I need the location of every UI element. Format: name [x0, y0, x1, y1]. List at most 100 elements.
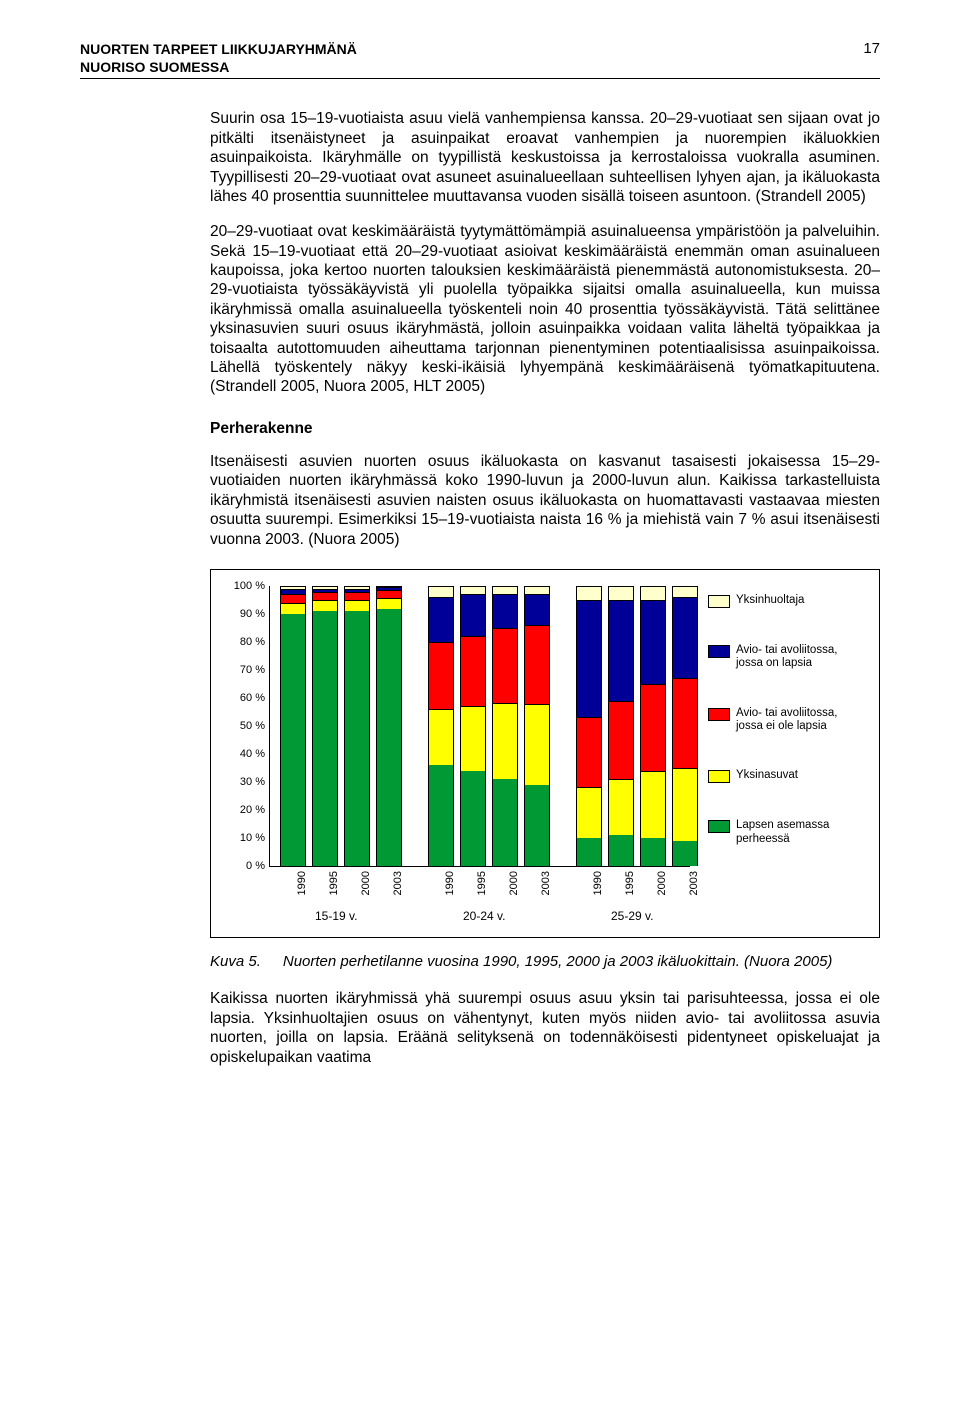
y-tick: 40 %: [240, 748, 265, 760]
plot-area: [269, 586, 690, 867]
bar-segment: [608, 835, 634, 866]
legend-swatch: [708, 645, 730, 658]
bar-segment: [280, 603, 306, 614]
bar: [428, 586, 454, 866]
page-number: 17: [863, 40, 880, 57]
bar-segment: [376, 598, 402, 609]
group-label: 25-29 v.: [611, 909, 653, 923]
x-tick: 2000: [656, 871, 668, 895]
y-tick: 90 %: [240, 608, 265, 620]
bar-segment: [672, 678, 698, 768]
bar-segment: [492, 703, 518, 779]
x-tick: 1995: [328, 871, 340, 895]
x-tick: 2003: [392, 871, 404, 895]
bar-segment: [428, 765, 454, 866]
x-axis-labels: 199019952000200315-19 v.1990199520002003…: [269, 867, 689, 927]
bar-segment: [640, 600, 666, 684]
bar: [344, 586, 370, 866]
page-header: 17 NUORTEN TARPEET LIIKKUJARYHMÄNÄ NUORI…: [80, 40, 880, 79]
bar-segment: [524, 594, 550, 625]
bar-segment: [492, 594, 518, 628]
bar-segment: [640, 586, 666, 600]
bar-segment: [608, 600, 634, 701]
group-label: 15-19 v.: [315, 909, 357, 923]
y-tick: 0 %: [246, 860, 265, 872]
legend-label: Avio- tai avoliitossa, jossa on lapsia: [736, 644, 858, 670]
legend-swatch: [708, 820, 730, 833]
paragraph-4: Kaikissa nuorten ikäryhmissä yhä suuremp…: [210, 989, 880, 1067]
legend-swatch: [708, 708, 730, 721]
bar-segment: [608, 586, 634, 600]
bar-segment: [312, 592, 338, 600]
legend-item: Avio- tai avoliitossa, jossa on lapsia: [708, 644, 858, 670]
legend-swatch: [708, 770, 730, 783]
bar-segment: [524, 704, 550, 785]
bar-segment: [376, 590, 402, 598]
bar-segment: [344, 600, 370, 611]
x-tick: 1990: [592, 871, 604, 895]
x-tick: 1995: [624, 871, 636, 895]
bar-segment: [524, 785, 550, 866]
bar-segment: [672, 597, 698, 678]
bar: [492, 586, 518, 866]
bar-segment: [640, 684, 666, 771]
bar-segment: [428, 709, 454, 765]
bar: [640, 586, 666, 866]
bar: [280, 586, 306, 866]
header-line-1: NUORTEN TARPEET LIIKKUJARYHMÄNÄ: [80, 40, 880, 58]
legend: Yksinhuoltaja Avio- tai avoliitossa, joss…: [708, 586, 858, 854]
body-text-after: Kaikissa nuorten ikäryhmissä yhä suuremp…: [210, 989, 880, 1067]
body-text: Suurin osa 15–19-vuotiaista asuu vielä v…: [210, 109, 880, 549]
bar-segment: [608, 701, 634, 779]
bar-segment: [428, 586, 454, 597]
legend-label: Lapsen asemassa perheessä: [736, 819, 858, 845]
caption-text: Nuorten perhetilanne vuosina 1990, 1995,…: [283, 952, 833, 972]
bar: [576, 586, 602, 866]
bar-segment: [280, 594, 306, 602]
bar-segment: [576, 838, 602, 866]
bar-segment: [460, 594, 486, 636]
legend-item: Yksinasuvat: [708, 769, 858, 783]
bar-segment: [460, 636, 486, 706]
bar-segment: [492, 628, 518, 704]
bar-segment: [524, 625, 550, 703]
x-tick: 1995: [476, 871, 488, 895]
legend-item: Avio- tai avoliitossa, jossa ei ole laps…: [708, 707, 858, 733]
group-label: 20-24 v.: [463, 909, 505, 923]
legend-label: Yksinasuvat: [736, 769, 798, 782]
legend-item: Yksinhuoltaja: [708, 594, 858, 608]
header-line-2: NUORISO SUOMESSA: [80, 58, 880, 76]
y-tick: 10 %: [240, 832, 265, 844]
bar-segment: [640, 771, 666, 838]
bar-segment: [312, 600, 338, 611]
x-tick: 2003: [688, 871, 700, 895]
bar-segment: [576, 600, 602, 718]
x-tick: 2000: [508, 871, 520, 895]
bar-segment: [672, 586, 698, 597]
legend-label: Avio- tai avoliitossa, jossa ei ole laps…: [736, 707, 858, 733]
bar-segment: [312, 611, 338, 866]
bar-segment: [344, 611, 370, 866]
bar-segment: [672, 768, 698, 841]
section-heading: Perherakenne: [210, 419, 880, 438]
y-tick: 60 %: [240, 692, 265, 704]
bar-segment: [576, 586, 602, 600]
bar: [608, 586, 634, 866]
bar-segment: [640, 838, 666, 866]
bar-segment: [344, 592, 370, 600]
x-tick: 2000: [360, 871, 372, 895]
bar-segment: [280, 614, 306, 866]
bar-segment: [576, 787, 602, 837]
bar-segment: [672, 841, 698, 866]
bar: [460, 586, 486, 866]
bar-segment: [428, 642, 454, 709]
legend-swatch: [708, 595, 730, 608]
y-tick: 70 %: [240, 664, 265, 676]
bar-segment: [524, 586, 550, 594]
legend-label: Yksinhuoltaja: [736, 594, 804, 607]
bar-segment: [608, 779, 634, 835]
x-tick: 1990: [444, 871, 456, 895]
bar-segment: [576, 717, 602, 787]
y-tick: 20 %: [240, 804, 265, 816]
x-tick: 1990: [296, 871, 308, 895]
